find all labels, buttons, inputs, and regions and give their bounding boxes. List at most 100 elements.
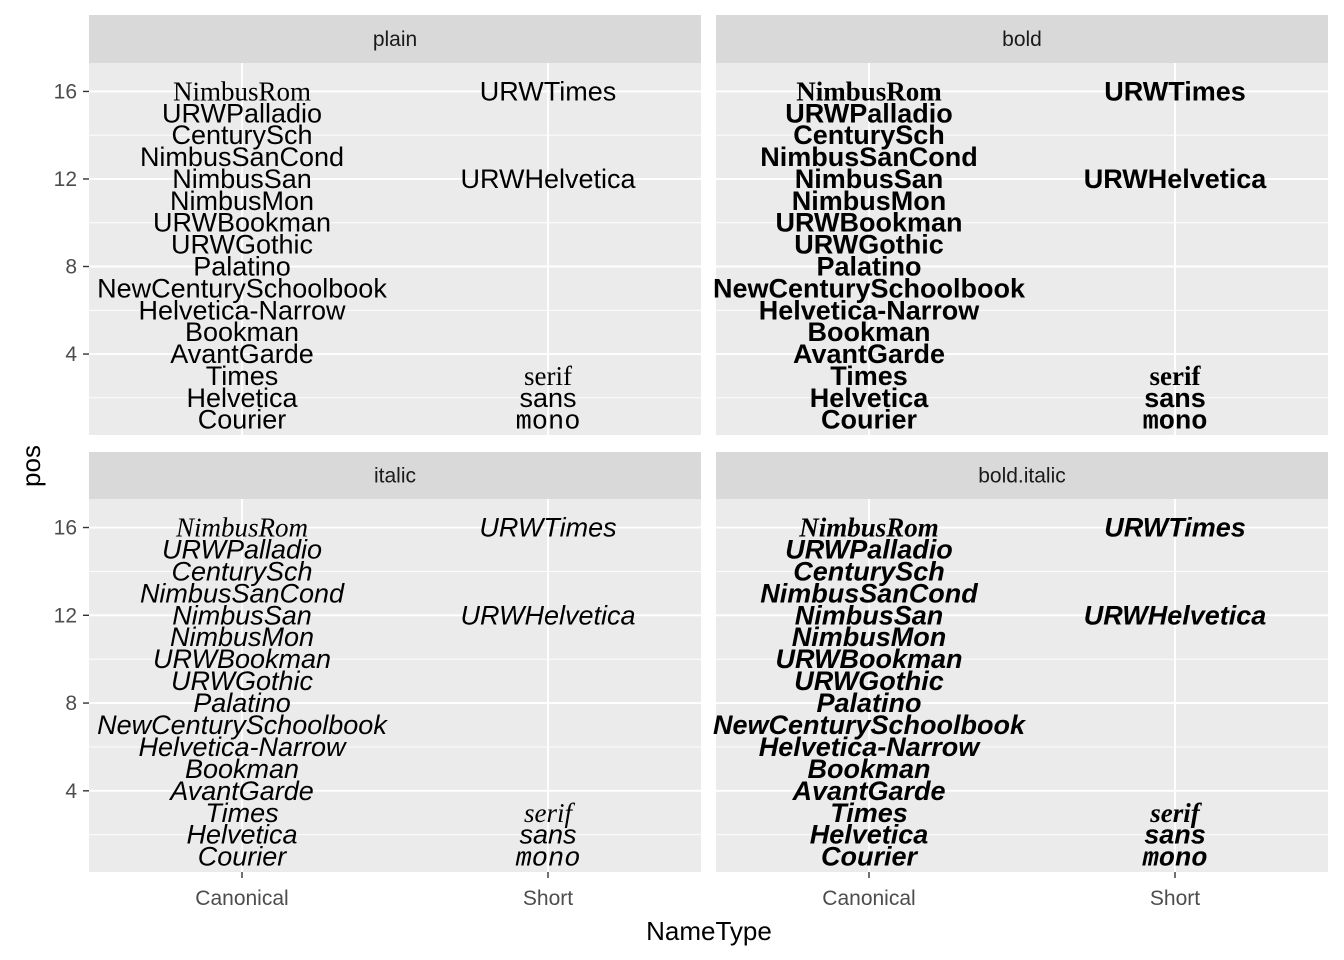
text-mark: Helvetica-Narrow	[138, 732, 347, 762]
text-mark: sans	[519, 383, 576, 413]
text-mark: Palatino	[816, 688, 921, 718]
text-mark: NimbusRom	[796, 76, 942, 106]
text-mark: NimbusSan	[795, 600, 944, 630]
text-mark: AvantGarde	[170, 339, 314, 369]
text-mark: NewCenturySchoolbook	[97, 273, 387, 303]
text-mark: Bookman	[807, 754, 930, 784]
text-mark: Courier	[821, 405, 918, 435]
text-mark: NimbusRom	[798, 513, 939, 543]
text-mark: URWTimes	[480, 76, 617, 106]
text-mark: sans	[1144, 820, 1206, 850]
text-mark: Courier	[198, 405, 287, 435]
y-tick-label: 16	[54, 517, 77, 540]
x-tick-label: Short	[1150, 887, 1200, 910]
text-mark: mono	[1142, 845, 1208, 875]
x-axis-title: NameType	[646, 916, 772, 946]
text-mark: URWPalladio	[785, 534, 953, 564]
text-mark: URWTimes	[479, 513, 616, 543]
x-tick-label: Canonical	[195, 887, 288, 910]
text-mark: URWGothic	[794, 666, 944, 696]
text-mark: CenturySch	[171, 120, 312, 150]
y-tick-label: 16	[54, 80, 77, 103]
text-mark: URWHelvetica	[460, 600, 635, 630]
text-mark: Times	[206, 361, 279, 391]
text-mark: Bookman	[807, 317, 930, 347]
text-mark: NimbusSan	[795, 164, 944, 194]
text-mark: Helvetica	[810, 820, 929, 850]
text-mark: URWGothic	[794, 230, 944, 260]
text-mark: URWHelvetica	[1084, 164, 1268, 194]
text-mark: NimbusSanCond	[140, 142, 344, 172]
text-mark: mono	[1143, 408, 1208, 438]
panel-background	[89, 63, 701, 435]
y-axis-title: pos	[16, 445, 46, 487]
text-mark: mono	[516, 408, 581, 438]
panel-background	[89, 499, 701, 872]
facet-strip	[89, 15, 701, 63]
facet-panel-italic: italic 4 8 12 16 Canonical Short NimbusRomURWPa…	[54, 452, 701, 910]
y-tick-label: 4	[65, 343, 77, 366]
text-mark: Times	[830, 798, 908, 828]
text-mark: NimbusMon	[792, 622, 947, 652]
text-mark: Helvetica	[186, 383, 298, 413]
text-mark: NimbusSanCond	[140, 578, 345, 608]
text-mark: Bookman	[185, 317, 299, 347]
text-mark: serif	[1149, 798, 1203, 828]
text-mark: Palatino	[193, 688, 291, 718]
text-mark: NimbusMon	[170, 186, 314, 216]
facet-strip-label: italic	[374, 465, 416, 488]
text-mark: NimbusRom	[173, 76, 311, 106]
text-mark: Courier	[198, 842, 288, 872]
text-mark: Helvetica	[810, 383, 930, 413]
facet-strip	[89, 452, 701, 499]
y-tick-label: 12	[54, 604, 77, 627]
text-mark: Helvetica-Narrow	[138, 295, 346, 325]
y-tick-label: 8	[65, 692, 77, 715]
text-mark: mono	[516, 845, 581, 875]
text-mark: AvantGarde	[793, 339, 945, 369]
y-tick-label: 12	[54, 168, 77, 191]
text-mark: URWBookman	[153, 208, 331, 238]
facet-strip-label: bold.italic	[978, 465, 1066, 488]
facet-panel-plain: plain 4 8 12 16 NimbusRomURWPalladioCenturySc…	[54, 15, 701, 438]
x-tick-label: Short	[523, 887, 573, 910]
text-mark: Helvetica-Narrow	[759, 732, 982, 762]
y-tick-label: 4	[65, 780, 77, 803]
text-mark: URWBookman	[775, 208, 962, 238]
text-mark: URWPalladio	[162, 98, 322, 128]
panel-background	[716, 499, 1328, 872]
text-mark: NimbusSanCond	[760, 142, 978, 172]
panel-background	[716, 63, 1328, 435]
text-mark: URWPalladio	[785, 98, 953, 128]
text-mark: URWBookman	[775, 644, 962, 674]
text-mark: Helvetica-Narrow	[759, 295, 981, 325]
text-mark: NimbusMon	[170, 622, 314, 652]
text-mark: CenturySch	[793, 120, 945, 150]
text-mark: NimbusSanCond	[760, 578, 978, 608]
text-mark: Bookman	[185, 754, 299, 784]
x-tick-label: Canonical	[822, 887, 915, 910]
text-mark: URWGothic	[171, 230, 313, 260]
facet-strip	[716, 452, 1328, 499]
text-mark: AvantGarde	[168, 776, 314, 806]
text-mark: serif	[524, 798, 576, 828]
text-mark: URWBookman	[153, 644, 331, 674]
text-mark: NimbusRom	[175, 513, 308, 543]
facet-strip	[716, 15, 1328, 63]
text-mark: NewCenturySchoolbook	[713, 710, 1027, 740]
text-mark: Palatino	[193, 252, 291, 282]
text-mark: Helvetica	[186, 820, 297, 850]
facet-strip-label: bold	[1002, 28, 1042, 51]
text-mark: URWTimes	[1104, 513, 1246, 543]
text-mark: URWHelvetica	[460, 164, 636, 194]
text-mark: NimbusSan	[172, 164, 312, 194]
text-mark: URWHelvetica	[1084, 600, 1267, 630]
text-mark: sans	[1144, 383, 1206, 413]
text-mark: NewCenturySchoolbook	[97, 710, 388, 740]
text-mark: NimbusMon	[792, 186, 947, 216]
facet-strip-label: plain	[373, 28, 417, 51]
text-mark: URWGothic	[171, 666, 314, 696]
text-mark: NimbusSan	[172, 600, 312, 630]
